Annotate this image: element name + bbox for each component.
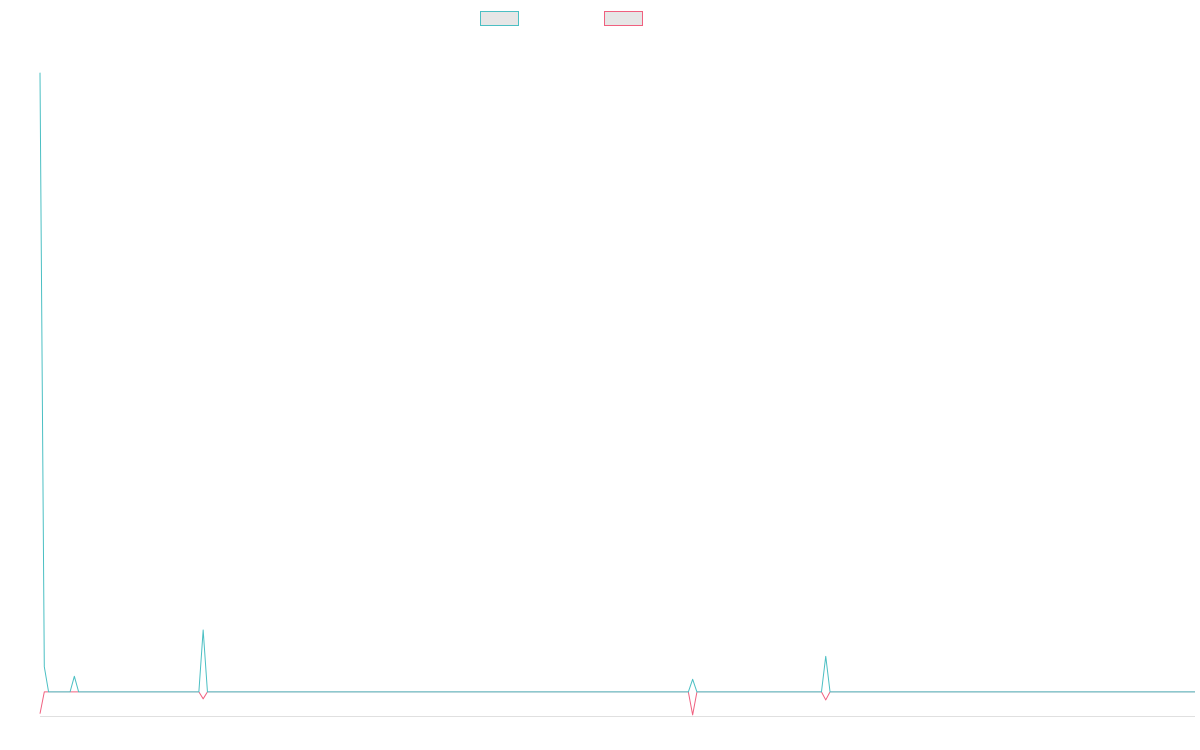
legend-item-series-1[interactable] [480,9,519,27]
legend-item-series-2[interactable] [604,9,643,27]
series-line-1 [39,72,1195,693]
series-line-2 [39,691,1195,716]
legend-swatch-series-1 [480,10,519,26]
legend [0,9,1200,27]
legend-swatch-series-2 [604,10,643,26]
